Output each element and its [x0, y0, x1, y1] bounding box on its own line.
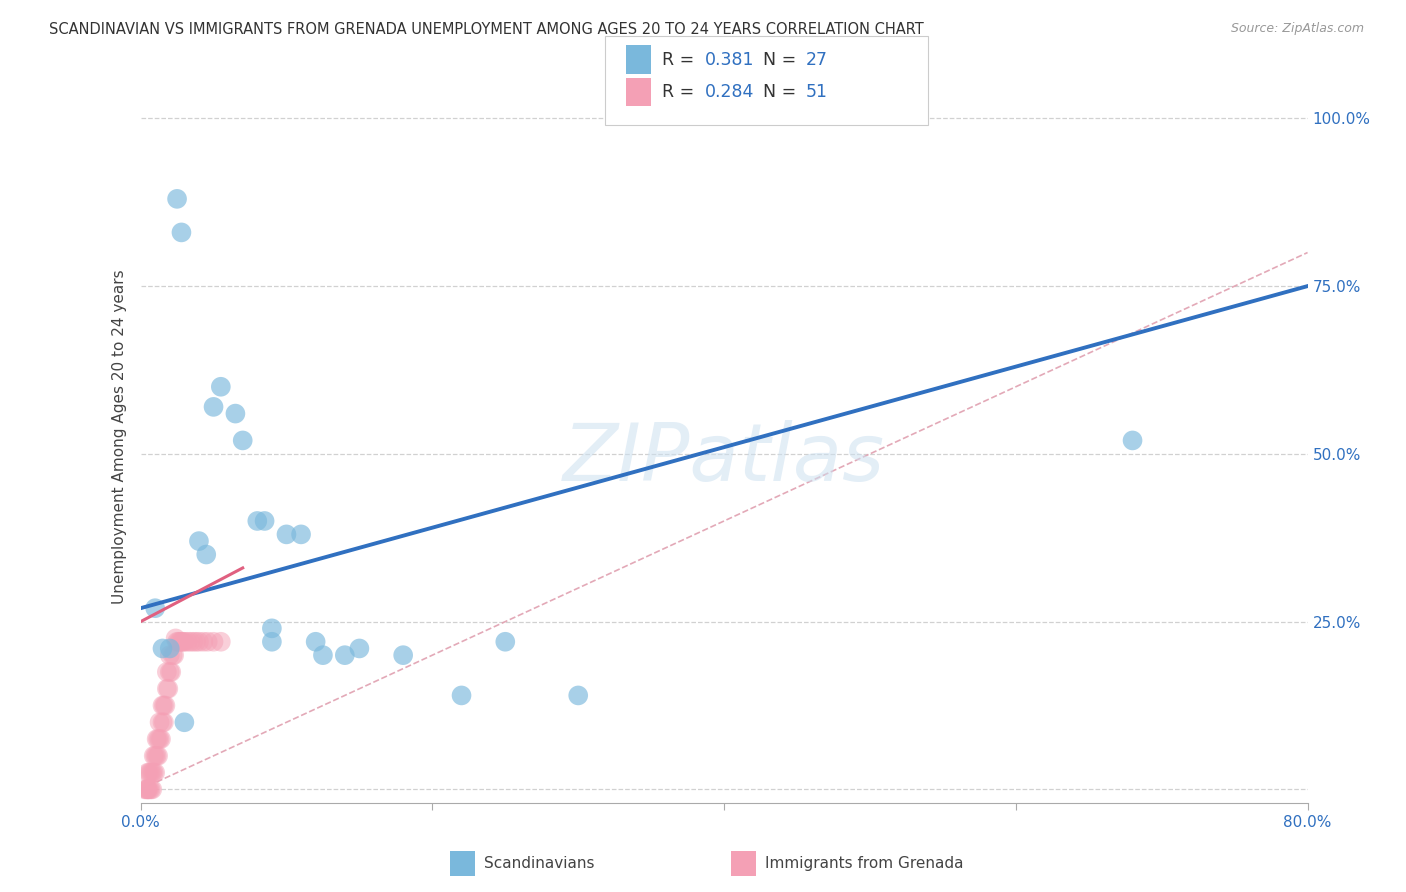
- Point: [167, 634, 190, 648]
- Point: [392, 648, 415, 662]
- Point: [138, 782, 160, 797]
- Point: [155, 698, 177, 713]
- Point: [202, 400, 225, 414]
- Point: [143, 601, 166, 615]
- Point: [166, 634, 188, 648]
- Point: [159, 665, 181, 679]
- Point: [152, 698, 174, 713]
- Point: [139, 765, 162, 780]
- Point: [195, 548, 218, 562]
- Point: [224, 407, 246, 421]
- Point: [142, 765, 165, 780]
- Text: ZIPatlas: ZIPatlas: [562, 420, 886, 498]
- Text: Source: ZipAtlas.com: Source: ZipAtlas.com: [1230, 22, 1364, 36]
- Point: [188, 634, 211, 648]
- Point: [232, 434, 254, 448]
- Point: [157, 681, 180, 696]
- Point: [163, 648, 186, 662]
- Text: Immigrants from Grenada: Immigrants from Grenada: [765, 856, 963, 871]
- Point: [152, 715, 174, 730]
- Point: [159, 641, 181, 656]
- Point: [135, 782, 157, 797]
- Point: [290, 527, 312, 541]
- Point: [170, 634, 193, 648]
- Point: [176, 634, 198, 648]
- Point: [146, 732, 169, 747]
- Point: [197, 634, 219, 648]
- Point: [349, 641, 371, 656]
- Point: [142, 748, 165, 763]
- Point: [181, 634, 204, 648]
- Point: [145, 748, 167, 763]
- Point: [305, 634, 328, 648]
- Point: [188, 534, 211, 549]
- Point: [136, 782, 159, 797]
- Point: [202, 634, 225, 648]
- Point: [153, 698, 176, 713]
- Text: N =: N =: [763, 51, 803, 69]
- Point: [134, 782, 156, 797]
- Point: [166, 192, 188, 206]
- Point: [146, 748, 169, 763]
- Point: [141, 782, 163, 797]
- Point: [159, 648, 181, 662]
- Text: R =: R =: [662, 83, 700, 101]
- Point: [173, 715, 195, 730]
- Point: [172, 634, 194, 648]
- Point: [143, 765, 166, 780]
- Text: 51: 51: [806, 83, 828, 101]
- Point: [138, 765, 160, 780]
- Point: [136, 782, 159, 797]
- Point: [179, 634, 201, 648]
- Point: [173, 634, 195, 648]
- Point: [156, 665, 179, 679]
- Point: [312, 648, 335, 662]
- Point: [209, 380, 232, 394]
- Text: 0.381: 0.381: [704, 51, 754, 69]
- Text: SCANDINAVIAN VS IMMIGRANTS FROM GRENADA UNEMPLOYMENT AMONG AGES 20 TO 24 YEARS C: SCANDINAVIAN VS IMMIGRANTS FROM GRENADA …: [49, 22, 924, 37]
- Point: [148, 732, 170, 747]
- Y-axis label: Unemployment Among Ages 20 to 24 years: Unemployment Among Ages 20 to 24 years: [111, 269, 127, 605]
- Text: 27: 27: [806, 51, 828, 69]
- Point: [246, 514, 269, 528]
- Point: [450, 689, 472, 703]
- Point: [184, 634, 207, 648]
- Point: [494, 634, 516, 648]
- Point: [139, 782, 162, 797]
- Point: [260, 634, 283, 648]
- Point: [156, 681, 179, 696]
- Point: [567, 689, 589, 703]
- Point: [169, 634, 191, 648]
- Point: [145, 732, 167, 747]
- Point: [150, 732, 173, 747]
- Text: Scandinavians: Scandinavians: [484, 856, 595, 871]
- Point: [209, 634, 232, 648]
- Point: [143, 748, 166, 763]
- Point: [148, 715, 170, 730]
- Point: [333, 648, 356, 662]
- Point: [260, 621, 283, 635]
- Text: R =: R =: [662, 51, 700, 69]
- Point: [1122, 434, 1144, 448]
- Point: [136, 765, 159, 780]
- Point: [253, 514, 276, 528]
- Point: [160, 665, 183, 679]
- Point: [153, 715, 176, 730]
- Point: [165, 632, 187, 646]
- Point: [193, 634, 215, 648]
- Text: 0.284: 0.284: [704, 83, 754, 101]
- Point: [141, 765, 163, 780]
- Point: [162, 648, 184, 662]
- Point: [276, 527, 298, 541]
- Text: N =: N =: [763, 83, 803, 101]
- Point: [152, 641, 174, 656]
- Point: [170, 226, 193, 240]
